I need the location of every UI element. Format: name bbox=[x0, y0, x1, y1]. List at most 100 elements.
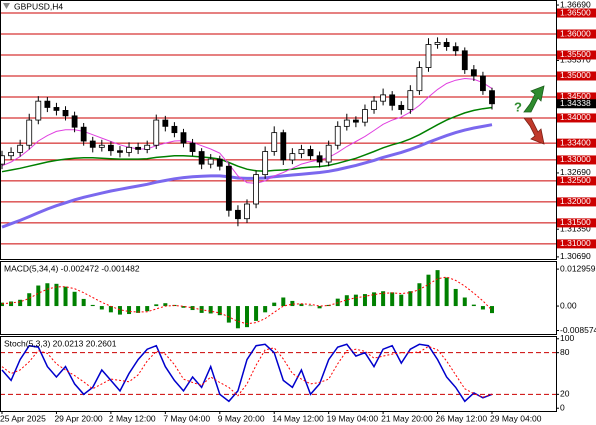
last-price-label: 1.34338 bbox=[560, 98, 591, 108]
macd-bar bbox=[208, 306, 213, 314]
stoch-plot bbox=[0, 343, 556, 403]
macd-bar bbox=[27, 293, 32, 307]
y-tick-label: 0.012959 bbox=[560, 263, 596, 273]
y-tick-label: 1.35370 bbox=[560, 55, 591, 65]
macd-bar bbox=[217, 306, 222, 316]
y-tick-label: 1.32690 bbox=[560, 167, 591, 177]
candle-body bbox=[307, 149, 314, 157]
candle-body bbox=[26, 119, 33, 146]
level-label: 1.34000 bbox=[560, 112, 591, 122]
level-label-bg bbox=[557, 197, 596, 207]
macd-bar bbox=[490, 306, 494, 314]
candle-body bbox=[17, 144, 24, 153]
candle-body bbox=[343, 119, 350, 127]
macd-bar bbox=[72, 291, 77, 307]
macd-bar bbox=[417, 283, 422, 307]
macd-bar bbox=[36, 285, 41, 307]
macd-bar bbox=[462, 297, 467, 307]
macd-bar bbox=[45, 283, 50, 307]
candle-body bbox=[135, 146, 142, 150]
candle-body bbox=[235, 209, 241, 220]
candle-body bbox=[171, 125, 178, 134]
macd-bar bbox=[480, 306, 485, 310]
x-tick-label: 29 May 04:00 bbox=[490, 413, 542, 423]
candle-body bbox=[117, 150, 123, 153]
symbol-icon bbox=[3, 3, 10, 9]
candle-body bbox=[271, 132, 278, 152]
candle-body bbox=[71, 115, 78, 128]
macd-bar bbox=[299, 303, 304, 307]
candle-body bbox=[189, 142, 196, 152]
macd-bar bbox=[163, 303, 168, 307]
candle-body bbox=[0, 155, 5, 165]
candle-body bbox=[289, 153, 296, 161]
level-label-bg bbox=[557, 50, 596, 60]
candle-body bbox=[144, 144, 151, 150]
candle-body bbox=[207, 158, 214, 165]
candle-body bbox=[316, 155, 323, 163]
macd-bar bbox=[362, 294, 367, 307]
candle-body bbox=[434, 41, 441, 45]
macd-bar bbox=[226, 306, 231, 323]
y-tick-label: 1.30690 bbox=[560, 251, 591, 261]
x-tick-label: 21 May 20:00 bbox=[381, 413, 433, 423]
x-tick-label: 26 May 12:00 bbox=[436, 413, 488, 423]
candle-body bbox=[480, 75, 486, 92]
candle-body bbox=[325, 144, 332, 163]
macd-bar bbox=[335, 298, 340, 307]
macd-title: MACD(5,34,4) -0.002472 -0.001482 bbox=[4, 263, 140, 273]
macd-bar bbox=[426, 274, 431, 307]
macd-bar bbox=[181, 306, 186, 308]
candle-body bbox=[461, 50, 468, 71]
macd-bar bbox=[444, 277, 449, 307]
candle-body bbox=[62, 110, 69, 117]
candle-body bbox=[107, 144, 114, 152]
x-tick-label: 25 Apr 2025 bbox=[0, 413, 46, 423]
candle-body bbox=[452, 46, 459, 52]
candle-body bbox=[162, 119, 169, 127]
y-tick-label: 80 bbox=[560, 347, 570, 357]
candle-body bbox=[244, 203, 250, 220]
last-price-label-bg bbox=[557, 99, 596, 109]
level-label: 1.32000 bbox=[560, 196, 591, 206]
candle-body bbox=[262, 151, 269, 176]
macd-bar bbox=[245, 306, 249, 328]
candle-body bbox=[380, 94, 387, 102]
moving-average bbox=[1, 123, 493, 229]
macd-bar bbox=[99, 306, 104, 310]
y-tick-label: 0 bbox=[560, 402, 565, 412]
level-label-bg bbox=[557, 138, 596, 148]
macd-bar bbox=[127, 306, 132, 315]
level-label: 1.36500 bbox=[560, 7, 591, 17]
main-plot bbox=[0, 12, 556, 245]
macd-panel-frame bbox=[0, 261, 557, 335]
candle-body bbox=[8, 151, 14, 157]
level-label: 1.34500 bbox=[560, 91, 591, 101]
candle-body bbox=[89, 140, 96, 148]
level-label: 1.36000 bbox=[560, 28, 591, 38]
macd-bar bbox=[308, 305, 313, 307]
level-label-bg bbox=[557, 155, 596, 165]
macd-bar bbox=[81, 298, 86, 307]
level-label-bg bbox=[557, 8, 596, 18]
candle-body bbox=[126, 146, 132, 153]
candle-body bbox=[98, 144, 105, 148]
y-tick-label: 1.36690 bbox=[560, 0, 591, 9]
x-tick-label: 2 May 12:00 bbox=[109, 413, 156, 423]
x-tick-label: 9 May 20:00 bbox=[218, 413, 265, 423]
macd-bar bbox=[145, 306, 150, 312]
level-label: 1.33400 bbox=[560, 137, 591, 147]
candle-body bbox=[443, 41, 450, 47]
y-tick-label: 1.31350 bbox=[560, 223, 591, 233]
macd-bar bbox=[90, 304, 95, 307]
macd-bar bbox=[471, 304, 476, 307]
y-tick-label: 20 bbox=[560, 389, 570, 399]
down-arrow bbox=[523, 117, 545, 145]
macd-bar bbox=[0, 302, 4, 307]
candle-body bbox=[298, 149, 305, 155]
candle-body bbox=[216, 158, 223, 167]
macd-bar bbox=[254, 306, 259, 321]
